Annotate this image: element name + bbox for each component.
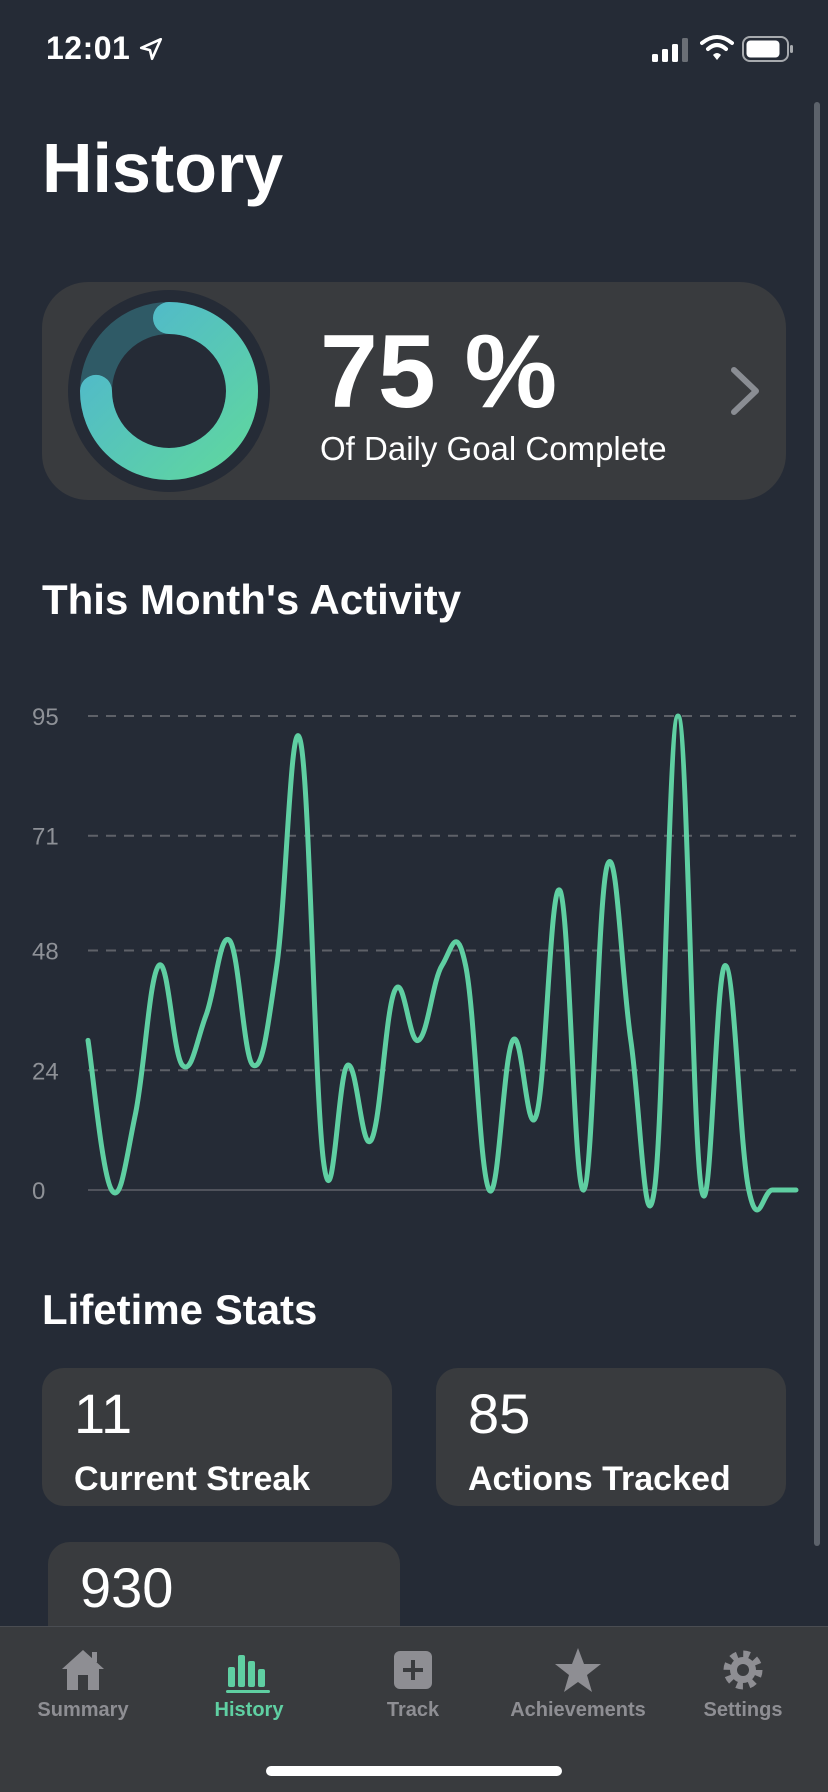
goal-label: Of Daily Goal Complete <box>320 430 667 467</box>
tab-track[interactable]: Track <box>330 1627 496 1737</box>
activity-line-chart: 95 71 48 24 0 <box>32 704 799 1213</box>
stat-card-actions-tracked[interactable]: 85 Actions Tracked <box>436 1368 786 1506</box>
tab-history[interactable]: History <box>166 1627 332 1737</box>
activity-series-line <box>85 713 799 1213</box>
activity-section-title: This Month's Activity <box>42 576 462 623</box>
house-icon <box>62 1650 104 1690</box>
daily-goal-card[interactable]: 75 % Of Daily Goal Complete <box>42 282 786 500</box>
goal-percent-value: 75 % <box>320 314 558 430</box>
location-arrow-icon <box>139 37 163 61</box>
tab-label: History <box>214 1699 284 1721</box>
tab-bar: Summary History Track Achieve <box>0 1626 828 1792</box>
y-tick-label: 71 <box>32 824 59 851</box>
scroll-indicator[interactable] <box>814 102 820 1546</box>
wifi-icon <box>700 35 734 60</box>
y-tick-label: 0 <box>32 1178 45 1205</box>
star-icon <box>555 1648 601 1692</box>
stat-value: 930 <box>80 1556 174 1619</box>
stat-label: Actions Tracked <box>468 1460 731 1498</box>
tab-label: Achievements <box>510 1699 646 1721</box>
page-title: History <box>42 129 284 207</box>
battery-icon <box>742 36 793 62</box>
home-indicator[interactable] <box>266 1766 562 1776</box>
status-time: 12:01 <box>46 30 131 66</box>
tab-settings[interactable]: Settings <box>660 1627 826 1737</box>
tab-label: Track <box>386 1699 440 1721</box>
stat-label: Current Streak <box>74 1460 311 1498</box>
tab-summary[interactable]: Summary <box>0 1627 166 1737</box>
stat-value: 11 <box>74 1382 133 1445</box>
stat-card-current-streak[interactable]: 11 Current Streak <box>42 1368 392 1506</box>
goal-progress-ring <box>68 290 270 492</box>
bar-chart-icon <box>226 1655 270 1693</box>
y-tick-label: 48 <box>32 939 59 966</box>
cellular-signal-icon <box>652 38 688 62</box>
status-bar: 12:01 <box>0 0 828 100</box>
stat-value: 85 <box>468 1382 531 1445</box>
plus-square-icon <box>394 1651 432 1689</box>
lifetime-section-title: Lifetime Stats <box>42 1286 318 1333</box>
gear-icon <box>723 1650 763 1690</box>
chevron-right-icon[interactable] <box>728 364 762 418</box>
y-tick-label: 24 <box>32 1058 59 1085</box>
tab-label: Settings <box>703 1699 783 1721</box>
tab-achievements[interactable]: Achievements <box>495 1627 661 1737</box>
y-tick-label: 95 <box>32 704 59 731</box>
tab-label: Summary <box>37 1699 129 1721</box>
